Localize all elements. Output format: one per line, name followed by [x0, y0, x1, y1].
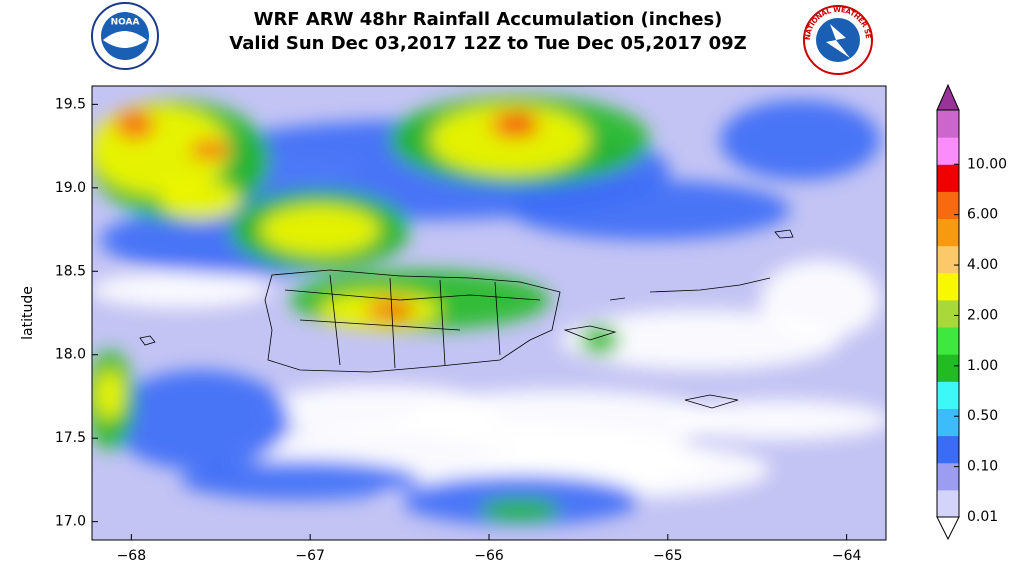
y-axis-label: latitude [20, 286, 36, 340]
rain-blob [720, 100, 880, 180]
colorbar: 0.01 0.10 0.50 1.00 2.00 4.00 6.00 10.00 [936, 83, 1007, 541]
rain-blob [160, 180, 240, 220]
colorbar-segment [937, 489, 959, 518]
colorbar-segment [937, 408, 959, 437]
colorbar-under-arrow [936, 516, 960, 541]
colorbar-segment [937, 191, 959, 220]
y-tick-label: 19.5 [55, 96, 86, 112]
colorbar-segment [937, 299, 959, 328]
colorbar-segment [937, 272, 959, 301]
colorbar-tick-label: 4.00 [967, 257, 998, 273]
rainfall-field [92, 86, 886, 540]
rain-blob [480, 498, 560, 522]
chart-title: WRF ARW 48hr Rainfall Accumulation (inch… [254, 9, 723, 30]
colorbar-segment [937, 327, 959, 355]
rain-blob [190, 140, 230, 160]
x-tick-label: −67 [295, 548, 325, 564]
coastlines [139, 229, 794, 409]
colorbar-tick-label: 10.00 [967, 156, 1007, 172]
rain-blob [510, 180, 790, 240]
colorbar-tick-label: 0.50 [967, 408, 998, 424]
rain-blob [390, 306, 410, 318]
rainfall-blobs [92, 95, 886, 525]
y-tick-label: 17.0 [55, 514, 86, 530]
noaa-logo: NOAA [91, 2, 159, 70]
chart-subtitle: Valid Sun Dec 03,2017 12Z to Tue Dec 05,… [229, 33, 746, 54]
y-tick-label: 17.5 [55, 430, 86, 446]
colorbar-tick-label: 0.01 [967, 509, 998, 525]
colorbar-frame [936, 109, 960, 518]
rain-blob [430, 105, 590, 175]
colorbar-segment [937, 381, 959, 409]
rain-blob [670, 400, 886, 440]
colorbar-segment [937, 164, 959, 192]
colorbar-segment [937, 354, 959, 382]
colorbar-tick-label: 2.00 [967, 307, 998, 323]
x-tick-label: −68 [117, 548, 147, 564]
rain-blob [180, 460, 420, 500]
rain-blob [560, 310, 840, 370]
y-tick-label: 19.0 [55, 180, 86, 196]
rain-blob [92, 272, 270, 308]
colorbar-tick-label: 0.10 [967, 459, 998, 475]
colorbar-segment [937, 435, 959, 464]
colorbar-tick-label: 6.00 [967, 207, 998, 223]
rain-blob [260, 385, 500, 435]
colorbar-tick-label: 1.00 [967, 358, 998, 374]
rain-blob [580, 325, 620, 355]
x-tick-label: −65 [653, 548, 683, 564]
rain-blob [260, 205, 380, 255]
colorbar-segment [937, 218, 959, 247]
colorbar-segment [937, 137, 959, 165]
rain-blob [760, 260, 880, 340]
x-tick-label: −66 [474, 548, 504, 564]
rain-blob [110, 370, 290, 470]
colorbar-segment [937, 462, 959, 491]
x-tick-label: −64 [832, 548, 862, 564]
y-tick-label: 18.0 [55, 347, 86, 363]
rain-blob [115, 110, 155, 140]
colorbar-segment [937, 110, 959, 138]
y-tick-label: 18.5 [55, 263, 86, 279]
colorbar-segment [937, 245, 959, 274]
colorbar-over-arrow [936, 83, 960, 111]
rain-blob [510, 116, 530, 128]
noaa-logo-text: NOAA [111, 18, 140, 28]
rain-blob [95, 370, 125, 420]
